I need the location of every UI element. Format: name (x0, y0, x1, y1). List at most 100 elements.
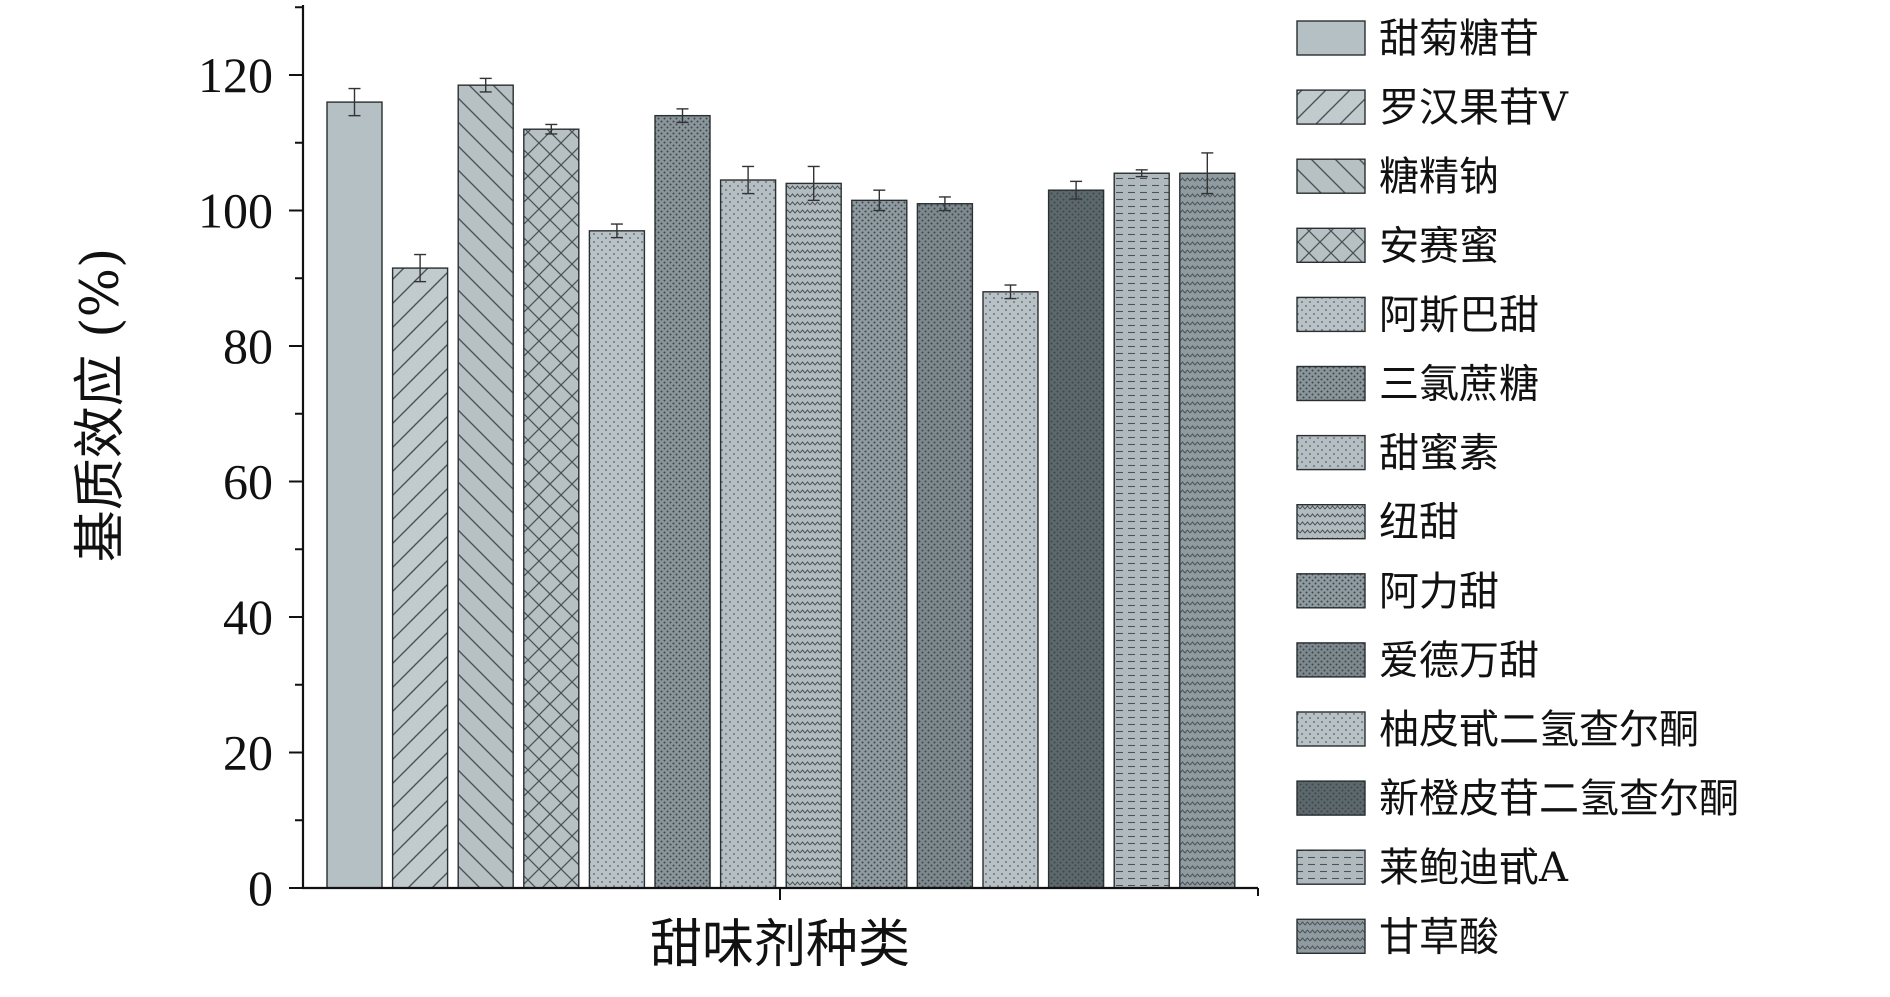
y-axis-title: 基质效应 (%) (71, 248, 131, 563)
legend-item-9: 阿力甜 (1296, 569, 1499, 615)
legend-label: 纽甜 (1379, 500, 1459, 546)
error-bars-layer (348, 77, 1214, 300)
legend-swatch-outline (1296, 296, 1366, 333)
legend-swatch-outline (1296, 227, 1366, 264)
legend-item-7: 甜蜜素 (1296, 431, 1499, 477)
legend-item-2: 罗汉果苷V (1296, 85, 1569, 131)
legend-item-6: 三氯蔗糖 (1296, 362, 1539, 408)
bar-4 (523, 128, 580, 889)
bar-1 (326, 101, 383, 889)
error-bar-5 (610, 223, 623, 239)
error-bar-4 (545, 123, 558, 135)
bar-13 (1113, 172, 1170, 889)
legend-label: 甜菊糖苷 (1379, 16, 1539, 62)
legend-swatch-pattern (1297, 919, 1365, 954)
legend-label: 阿力甜 (1379, 569, 1499, 615)
bar-pattern (1179, 173, 1235, 889)
y-tick-label: 80 (223, 318, 273, 374)
y-tick-label: 100 (198, 183, 273, 239)
legend-item-1: 甜菊糖苷 (1296, 16, 1539, 62)
error-bar-10 (938, 196, 951, 212)
bar-pattern (983, 291, 1038, 888)
legend-swatch-pattern (1297, 90, 1365, 125)
legend-swatch-outline (1296, 642, 1366, 678)
y-tick-label: 60 (223, 454, 273, 510)
y-tick-label: 0 (248, 860, 273, 916)
bar-pattern (589, 230, 645, 888)
legend-swatch-outline (1296, 365, 1366, 402)
legend-swatch-outline (1296, 89, 1366, 125)
legend-label: 爱德万甜 (1379, 638, 1539, 684)
legend-swatch-pattern (1297, 297, 1365, 332)
legend-item-4: 安赛蜜 (1296, 223, 1499, 269)
legend-swatch-outline (1296, 849, 1366, 885)
legend-item-8: 纽甜 (1296, 500, 1459, 546)
x-axis-title: 甜味剂种类 (650, 915, 910, 975)
bar-14 (1179, 172, 1236, 889)
bar-pattern (851, 200, 907, 888)
legend-label: 甘草酸 (1379, 914, 1499, 960)
legend-label: 新橙皮苷二氢查尔酮 (1379, 776, 1739, 822)
legend-item-14: 甘草酸 (1296, 914, 1499, 960)
bar-fill (327, 102, 382, 889)
error-bar-6 (676, 108, 689, 124)
legend-swatch-pattern (1297, 573, 1365, 608)
legend-label: 安赛蜜 (1379, 223, 1499, 269)
legend-swatch-pattern (1297, 781, 1365, 816)
bar-5 (588, 230, 646, 889)
legend-swatch-pattern (1297, 435, 1365, 470)
bar-10 (916, 203, 974, 889)
legend-swatch-outline (1296, 20, 1366, 56)
y-tick-label: 120 (198, 47, 273, 103)
error-bar-13 (1135, 169, 1148, 178)
legend-swatch-outline (1296, 504, 1366, 540)
error-bar-1 (348, 87, 361, 117)
error-bar-11 (1004, 284, 1017, 300)
bar-pattern (523, 129, 579, 888)
bar-3 (457, 84, 514, 889)
legend-swatch-outline (1296, 918, 1366, 954)
bar-pattern (1048, 190, 1104, 889)
legend-label: 甜蜜素 (1379, 431, 1499, 477)
y-tick-label: 20 (223, 725, 273, 781)
legend-label: 柚皮甙二氢查尔酮 (1379, 707, 1699, 753)
bar-pattern (458, 85, 514, 889)
legend-label: 阿斯巴甜 (1379, 292, 1539, 338)
legend-swatch-pattern (1297, 159, 1365, 194)
bar-pattern (655, 115, 710, 888)
legend-swatch-outline (1296, 158, 1366, 194)
legend-swatch-outline (1296, 573, 1366, 609)
bar-pattern (786, 183, 842, 888)
bars-layer (326, 84, 1236, 889)
legend-swatch-outline (1296, 711, 1366, 747)
legend-item-3: 糖精钠 (1296, 154, 1499, 200)
legend-item-5: 阿斯巴甜 (1296, 292, 1539, 338)
legend-swatch (1297, 21, 1365, 55)
legend-item-12: 新橙皮苷二氢查尔酮 (1296, 776, 1739, 822)
bar-9 (851, 199, 908, 889)
bar-6 (654, 114, 711, 889)
legend-swatch-pattern (1297, 504, 1365, 539)
legend-item-13: 莱鲍迪甙A (1296, 845, 1569, 891)
y-tick-label: 40 (223, 589, 273, 645)
error-bar-7 (742, 165, 755, 195)
axes-layer: 0 20 40 60 80 100 120 (198, 5, 1259, 916)
error-bar-12 (1070, 180, 1083, 200)
legend-label: 莱鲍迪甙A (1379, 845, 1569, 891)
bar-pattern (392, 268, 448, 888)
error-bar-8 (807, 165, 820, 202)
legend-item-10: 爱德万甜 (1296, 638, 1539, 684)
error-bar-14 (1201, 152, 1214, 195)
legend-swatch-pattern (1297, 366, 1365, 401)
bar-12 (1047, 189, 1105, 889)
legend-label: 糖精钠 (1379, 154, 1499, 200)
legend-swatch-pattern (1297, 642, 1365, 677)
bar-8 (785, 182, 842, 889)
legend-swatch-outline (1296, 780, 1366, 816)
error-bar-9 (873, 189, 886, 212)
bar-11 (982, 291, 1039, 889)
bar-pattern (720, 180, 776, 888)
bar-2 (391, 267, 449, 889)
